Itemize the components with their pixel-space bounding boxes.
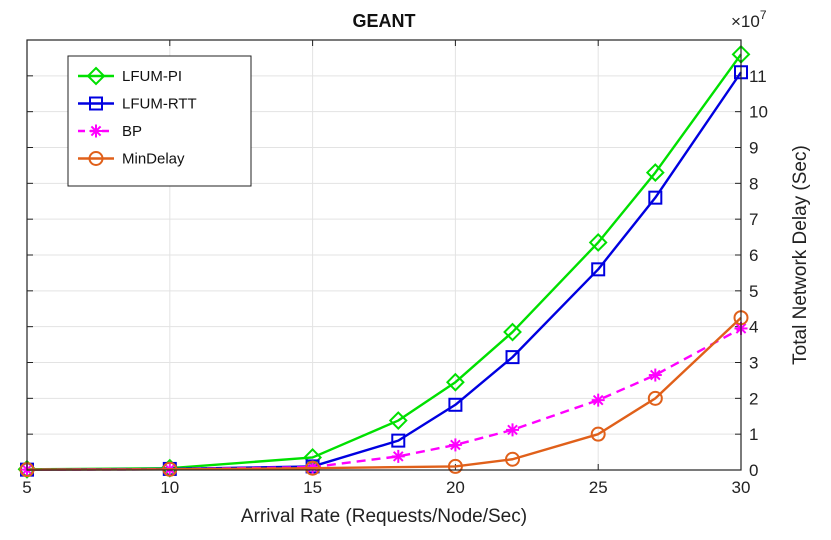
y-tick-label: 3 — [749, 354, 758, 373]
data-point-mindelay — [505, 451, 521, 467]
data-point-lfum-pi — [588, 233, 608, 252]
x-tick-label: 30 — [732, 478, 751, 497]
data-point-lfum-rtt — [391, 433, 406, 448]
y-tick-label: 0 — [749, 461, 758, 480]
data-point-mindelay — [647, 390, 663, 406]
y-tick-label: 7 — [749, 210, 758, 229]
y-axis-exponent-base: ×10 — [731, 12, 760, 31]
y-axis-label: Total Network Delay (Sec) — [790, 145, 811, 365]
data-point-lfum-rtt — [648, 190, 663, 205]
x-tick-label: 10 — [160, 478, 179, 497]
y-axis-exponent: ×107 — [731, 8, 767, 31]
series-line-mindelay — [26, 316, 742, 471]
legend-marker-mindelay — [88, 151, 104, 166]
series-line-lfum-pi — [26, 53, 742, 471]
y-tick-label: 2 — [749, 389, 758, 408]
series-mindelay — [19, 310, 749, 478]
y-tick-label: 5 — [749, 282, 758, 301]
legend-label-bp: BP — [122, 123, 142, 140]
data-point-lfum-rtt — [448, 397, 463, 412]
data-point-lfum-pi — [388, 411, 408, 430]
series-line-bp — [26, 327, 742, 471]
y-axis-exponent-power: 7 — [760, 8, 767, 22]
legend-item-lfum-rtt: LFUM-RTT — [78, 96, 197, 113]
y-tick-label: 11 — [749, 67, 767, 86]
y-tick-label: 4 — [749, 318, 758, 337]
data-point-mindelay — [305, 460, 321, 476]
data-point-bp — [648, 368, 662, 382]
legend-marker-lfum-pi — [86, 66, 106, 86]
legend: LFUM-PI LFUM-RTT BP MinDelay — [67, 55, 252, 187]
series-group — [17, 44, 751, 479]
data-point-lfum-rtt — [591, 262, 606, 277]
legend-item-lfum-pi: LFUM-PI — [78, 66, 182, 86]
data-point-lfum-pi — [503, 322, 522, 342]
x-axis-label: Arrival Rate (Requests/Node/Sec) — [241, 506, 527, 527]
y-tick-label: 1 — [749, 425, 758, 444]
x-tick-label: 20 — [446, 478, 465, 497]
x-tick-label: 15 — [303, 478, 322, 497]
y-tick-label: 9 — [749, 139, 758, 158]
chart-title: GEANT — [353, 11, 416, 31]
y-tick-label: 8 — [749, 174, 758, 193]
data-point-lfum-rtt — [505, 350, 520, 365]
legend-marker-lfum-rtt — [89, 96, 103, 111]
data-point-bp — [391, 449, 405, 463]
legend-label-mindelay: MinDelay — [122, 151, 185, 168]
x-tick-label: 5 — [22, 478, 31, 497]
data-point-lfum-pi — [445, 372, 465, 392]
data-point-mindelay — [447, 458, 463, 474]
data-point-mindelay — [162, 461, 178, 477]
data-point-lfum-pi — [645, 163, 665, 182]
legend-label-lfum-pi: LFUM-PI — [122, 68, 182, 85]
legend-item-mindelay: MinDelay — [78, 151, 185, 168]
plot-frame — [26, 39, 742, 471]
legend-label-lfum-rtt: LFUM-RTT — [122, 96, 197, 113]
data-point-bp — [591, 393, 605, 407]
data-point-mindelay — [590, 426, 606, 442]
data-point-bp — [448, 438, 462, 452]
series-lfum-pi — [17, 44, 751, 479]
y-tick-label: 6 — [749, 246, 758, 265]
legend-item-bp: BP — [78, 123, 142, 140]
y-tick-label: 10 — [749, 103, 768, 122]
x-tick-label: 25 — [589, 478, 608, 497]
data-point-bp — [506, 423, 520, 437]
legend-marker-bp — [89, 124, 103, 138]
